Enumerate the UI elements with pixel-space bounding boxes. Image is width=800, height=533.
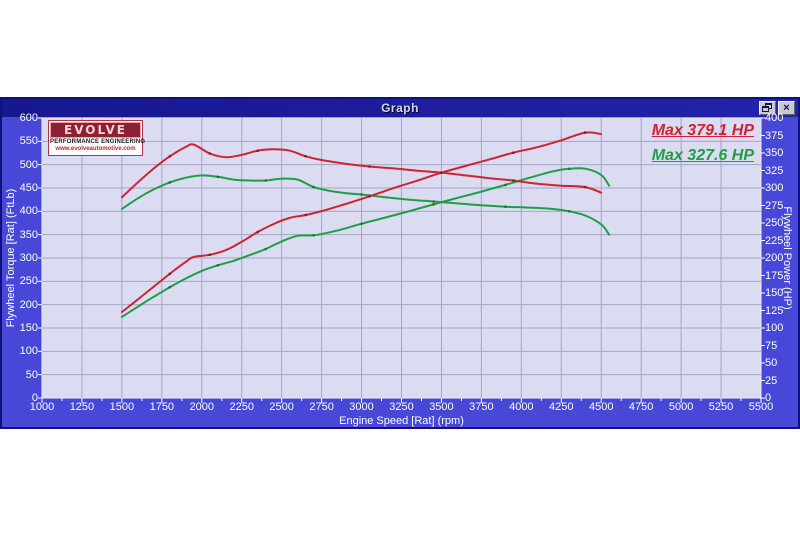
right-tick-label: 275 [765, 199, 784, 212]
right-tick-label: 50 [765, 357, 778, 369]
right-tick-label: 125 [765, 304, 784, 317]
red-run-torque-curve [120, 143, 603, 199]
x-tick-label: 2500 [269, 401, 294, 413]
logo-website: www.evolveautomotive.com [55, 146, 136, 152]
x-tick-label: 5500 [748, 401, 774, 413]
restore-button[interactable] [759, 101, 776, 115]
x-tick-label: 1250 [69, 401, 95, 413]
x-tick-label: 4250 [549, 401, 574, 413]
x-tick-label: 3250 [389, 401, 414, 413]
left-tick-label: 600 [19, 112, 38, 124]
x-tick-label: 5250 [708, 401, 734, 413]
close-button[interactable]: × [778, 101, 795, 115]
x-tick-label: 3500 [429, 401, 454, 413]
dyno-chart [38, 117, 765, 403]
titlebar-buttons: × [759, 101, 795, 115]
restore-icon [762, 103, 773, 113]
right-tick-label: 325 [765, 164, 784, 177]
close-icon: × [783, 102, 790, 114]
window-title: Graph [381, 101, 419, 115]
x-tick-label: 2750 [309, 401, 334, 413]
left-tick-label: 450 [19, 182, 38, 194]
legend-max-hp-green: Max 327.6 HP [651, 147, 754, 164]
legend: Max 379.1 HP Max 327.6 HP [652, 121, 754, 171]
left-tick-label: 100 [19, 345, 38, 358]
left-tick-label: 200 [19, 298, 38, 311]
left-tick-label: 50 [25, 368, 38, 381]
right-tick-label: 350 [765, 147, 784, 159]
left-tick-label: 550 [19, 135, 38, 148]
left-tick-label: 500 [19, 158, 38, 171]
x-tick-label: 1500 [109, 401, 135, 413]
x-tick-label: 3000 [349, 401, 374, 413]
chart-client-area: EVOLVE PERFORMANCE ENGINEERING www.evolv… [2, 112, 798, 427]
right-tick-label: 100 [765, 322, 784, 334]
red-run-power-curve [120, 131, 603, 313]
right-tick-label: 250 [765, 217, 784, 229]
x-tick-label: 2000 [189, 401, 214, 413]
right-tick-label: 150 [765, 287, 784, 299]
x-axis-title: Engine Speed [Rat] (rpm) [339, 415, 464, 427]
x-tick-label: 1000 [29, 401, 55, 413]
left-tick-label: 300 [19, 252, 38, 264]
left-tick-label: 250 [19, 275, 38, 288]
green-run-power-curve [120, 167, 611, 318]
right-tick-label: 175 [765, 269, 784, 282]
right-tick-label: 75 [765, 339, 778, 352]
right-tick-label: 0 [765, 392, 772, 404]
left-tick-label: 150 [19, 322, 38, 334]
logo-tagline: PERFORMANCE ENGINEERING [50, 139, 146, 145]
x-tick-label: 4000 [509, 401, 534, 413]
x-tick-label: 3750 [469, 401, 494, 413]
right-tick-label: 400 [765, 112, 784, 124]
logo-brand: EVOLVE [50, 122, 141, 138]
evolve-logo: EVOLVE PERFORMANCE ENGINEERING www.evolv… [48, 120, 146, 156]
graph-window: Graph × EVOLVE PERFORMANCE ENGINEERING w… [0, 97, 800, 429]
left-tick-label: 0 [31, 392, 38, 404]
window-titlebar[interactable]: Graph × [2, 99, 798, 117]
green-run-torque-curve [120, 174, 611, 236]
right-tick-label: 375 [765, 129, 784, 142]
x-tick-label: 1750 [149, 401, 175, 413]
legend-max-hp-red: Max 379.1 HP [651, 122, 754, 139]
x-tick-label: 4750 [628, 401, 654, 413]
right-tick-label: 25 [765, 374, 778, 387]
left-tick-label: 400 [19, 205, 38, 218]
x-tick-label: 5000 [668, 401, 694, 413]
x-tick-label: 4500 [588, 401, 614, 413]
x-tick-label: 2250 [229, 401, 254, 413]
right-tick-label: 300 [765, 182, 784, 194]
right-tick-label: 200 [765, 252, 784, 264]
right-tick-label: 225 [765, 234, 784, 247]
left-tick-label: 350 [19, 228, 38, 241]
